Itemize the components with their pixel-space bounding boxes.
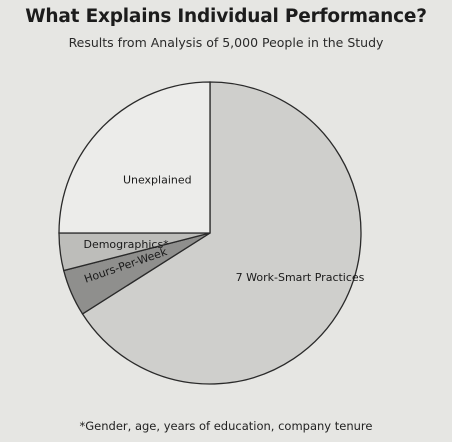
slice-label-7-work-smart-practices: 7 Work-Smart Practices <box>236 271 365 284</box>
pie-slice-7-work-smart-practices <box>81 81 362 385</box>
slice-label-demographics: Demographics* <box>83 238 169 251</box>
chart-footnote: *Gender, age, years of education, compan… <box>79 419 373 433</box>
chart-title: What Explains Individual Performance? <box>25 6 427 27</box>
chart-subtitle: Results from Analysis of 5,000 People in… <box>68 35 384 50</box>
slice-label-unexplained: Unexplained <box>123 173 192 186</box>
pie-slice-unexplained <box>58 81 211 234</box>
